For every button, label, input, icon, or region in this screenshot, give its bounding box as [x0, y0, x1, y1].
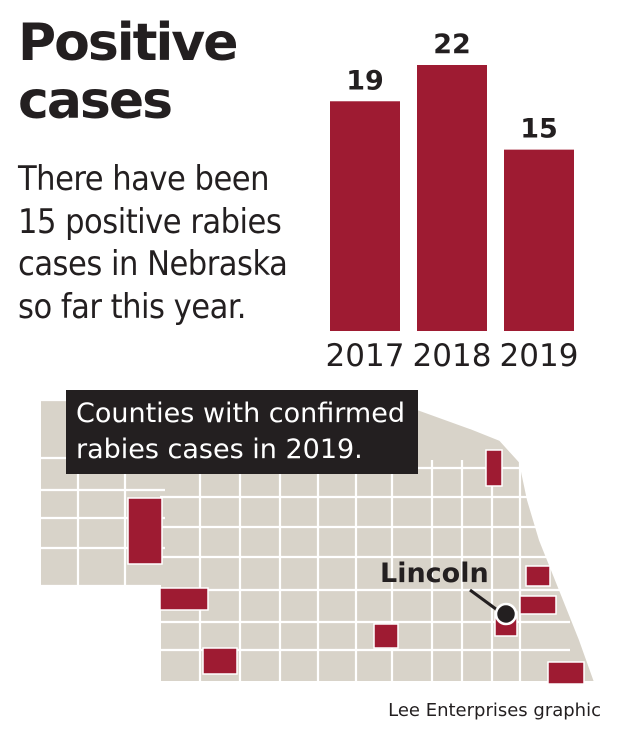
category-label: 2017 [326, 338, 405, 374]
lincoln-dot [494, 602, 518, 626]
chart-subtitle: There have been 15 positive rabies cases… [18, 159, 288, 327]
highlighted-counties [127, 449, 585, 685]
map-label: Counties with confirmed rabies cases in … [66, 390, 418, 474]
highlighted-county [373, 623, 399, 649]
category-label: 2018 [413, 338, 492, 374]
lincoln-marker [469, 588, 518, 626]
city-label-lincoln: Lincoln [380, 558, 489, 589]
highlighted-county [547, 661, 585, 685]
bar-chart: 19 2017 22 2018 15 2019 [326, 29, 579, 374]
category-label: 2019 [500, 338, 579, 374]
bar-value-label: 22 [433, 29, 471, 60]
bar-value-label: 15 [520, 114, 558, 145]
highlighted-county [525, 565, 551, 587]
bar-2017 [330, 101, 400, 331]
bar-value-label: 19 [346, 65, 384, 96]
bar-2019 [504, 149, 574, 331]
highlighted-county [519, 595, 557, 615]
highlighted-county [127, 497, 163, 565]
credit-line: Lee Enterprises graphic [388, 700, 601, 721]
lincoln-leader-line [469, 588, 501, 614]
chart-title: Positive cases [18, 13, 238, 131]
highlighted-county [202, 647, 238, 675]
bar-2018 [417, 65, 487, 331]
highlighted-county [485, 449, 503, 487]
highlighted-county [159, 587, 209, 611]
